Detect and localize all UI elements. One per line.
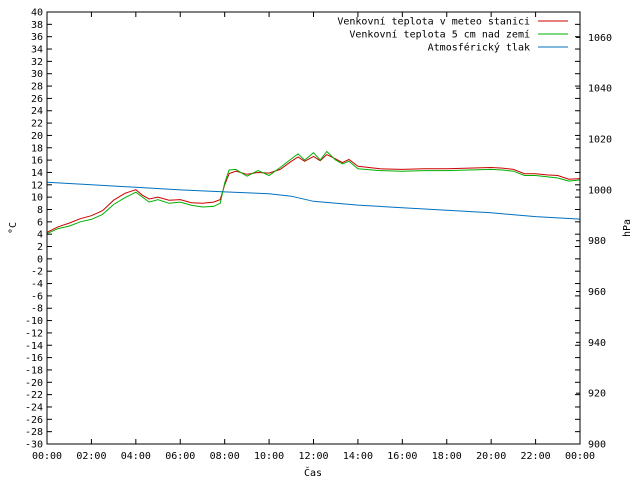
y-tick-label: 10 [31, 193, 43, 204]
y2-tick-label: 1020 [588, 135, 612, 146]
y2-tick-label: 940 [588, 338, 606, 349]
y-axis-right: 900 920 940 960 980 1000 1020 1040 1060 [576, 33, 612, 451]
legend-label-0: Venkovní teplota v meteo stanici [337, 16, 530, 28]
series-lines [46, 150, 581, 235]
y-tick-label: 20 [31, 131, 43, 142]
y-tick-label: -14 [25, 341, 43, 352]
series-line-0 [46, 154, 581, 233]
y-tick-label: -20 [25, 378, 43, 389]
y-tick-label: -6 [31, 291, 43, 302]
y2-tick-label: 1000 [588, 185, 612, 196]
y-tick-label: -16 [25, 353, 43, 364]
x-tick-label: 20:00 [476, 451, 506, 462]
y-tick-label: 8 [37, 205, 43, 216]
x-tick-label: 12:00 [298, 451, 328, 462]
x-axis: 00:00 02:00 04:00 06:00 08:00 10:00 12:00 14:00… [32, 12, 595, 462]
y-tick-label: -28 [25, 427, 43, 438]
y2-axis-label: hPa [622, 219, 633, 237]
x-tick-label: 04:00 [121, 451, 151, 462]
y-tick-label: 12 [31, 180, 43, 191]
series-line-1 [46, 150, 581, 235]
y-tick-label: 30 [31, 69, 43, 80]
y2-tick-label: 980 [588, 236, 606, 247]
legend-label-1: Venkovní teplota 5 cm nad zemí [349, 29, 530, 41]
x-tick-label: 00:00 [565, 451, 595, 462]
x-tick-label: 16:00 [387, 451, 417, 462]
y-tick-label: -26 [25, 415, 43, 426]
y-tick-label: -30 [25, 440, 43, 451]
y-tick-label: 18 [31, 143, 43, 154]
y-tick-label: -22 [25, 390, 43, 401]
y-tick-label: 38 [31, 20, 43, 31]
y-axis-label: °C [8, 222, 19, 234]
y-tick-label: 22 [31, 119, 43, 130]
y-tick-label: 26 [31, 94, 43, 105]
y-tick-label: -4 [31, 279, 43, 290]
x-tick-label: 06:00 [165, 451, 195, 462]
legend: Venkovní teplota v meteo staniciVenkovní… [337, 16, 568, 54]
y-tick-label: -2 [31, 267, 43, 278]
y-tick-label: -18 [25, 365, 43, 376]
x-tick-label: 08:00 [210, 451, 240, 462]
y-tick-label: 36 [31, 32, 43, 43]
y2-tick-label: 900 [588, 440, 606, 451]
x-tick-label: 14:00 [343, 451, 373, 462]
y-tick-label: 24 [31, 106, 43, 117]
y-tick-label: 16 [31, 156, 43, 167]
x-tick-label: 10:00 [254, 451, 284, 462]
x-tick-label: 18:00 [432, 451, 462, 462]
x-tick-label: 00:00 [32, 451, 62, 462]
y-tick-label: 2 [37, 242, 43, 253]
x-tick-label: 22:00 [521, 451, 551, 462]
x-tick-label: 02:00 [76, 451, 106, 462]
y-tick-label: 4 [37, 230, 43, 241]
y-tick-label: 32 [31, 57, 43, 68]
y-tick-label: -12 [25, 328, 43, 339]
x-axis-label: Čas [304, 466, 322, 479]
y2-tick-label: 960 [588, 287, 606, 298]
y-tick-label: 28 [31, 82, 43, 93]
y2-tick-label: 1040 [588, 84, 612, 95]
y-tick-label: 6 [37, 217, 43, 228]
y-tick-label: 0 [37, 254, 43, 265]
plot-frame [46, 11, 581, 445]
y-tick-label: 14 [31, 168, 43, 179]
y-tick-label: 40 [31, 8, 43, 19]
y-tick-label: 34 [31, 45, 43, 56]
legend-label-2: Atmosférický tlak [428, 42, 530, 54]
y-tick-label: -8 [31, 304, 43, 315]
series-line-2 [46, 181, 581, 220]
y-tick-label: -24 [25, 402, 43, 413]
y-tick-label: -10 [25, 316, 43, 327]
y-axis-left: -30-28-26-24-22-20-18-16-14-12-10-8-6-4-… [25, 8, 580, 451]
y2-tick-label: 1060 [588, 33, 612, 44]
y2-tick-label: 920 [588, 389, 606, 400]
